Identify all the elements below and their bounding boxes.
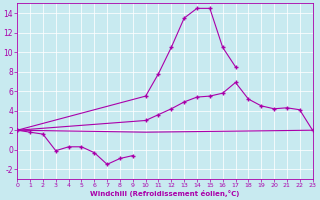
X-axis label: Windchill (Refroidissement éolien,°C): Windchill (Refroidissement éolien,°C) — [90, 190, 240, 197]
